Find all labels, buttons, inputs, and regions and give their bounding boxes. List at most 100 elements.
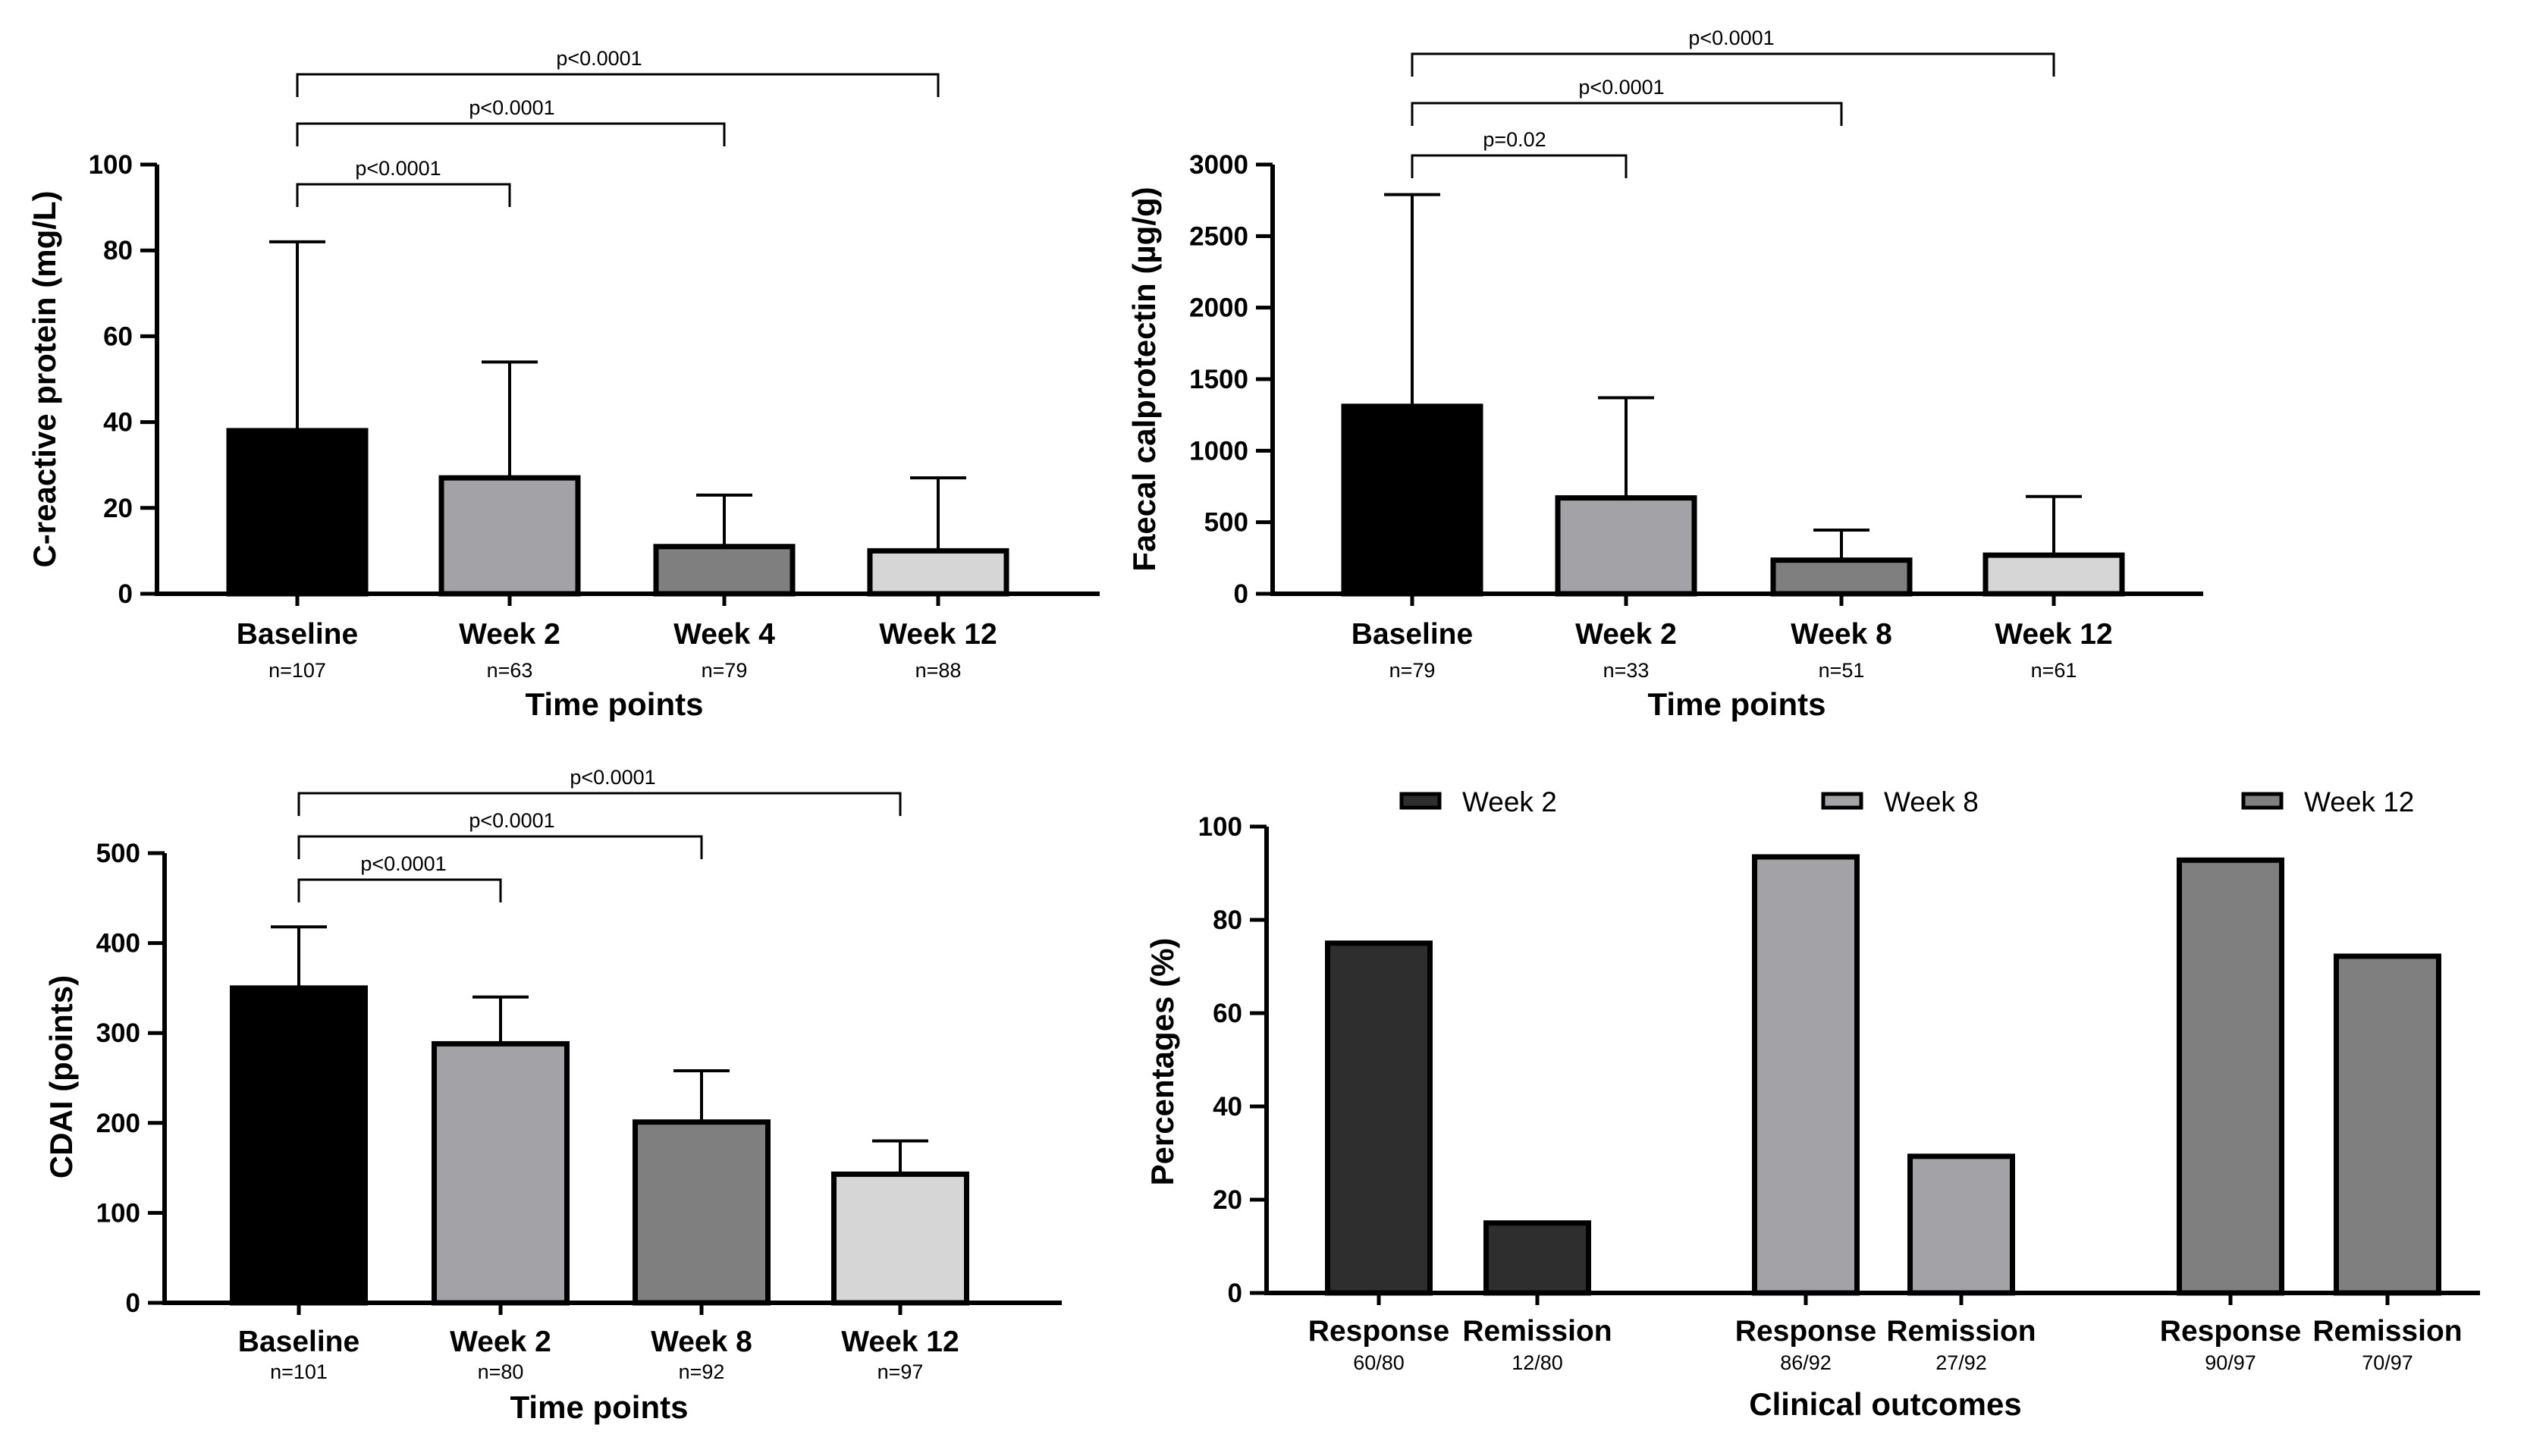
- chart2-ytick-label: 2000: [1189, 293, 1248, 323]
- chart4-category-label: Remission: [2312, 1315, 2462, 1348]
- chart2-bar: [1982, 552, 2125, 597]
- chart4-legend-label: Week 12: [2304, 786, 2414, 817]
- chart2-n-label: n=79: [1389, 659, 1436, 682]
- chart3-bar: [432, 1040, 570, 1306]
- chart4-bar: [2334, 953, 2441, 1296]
- chart4-legend-label: Week 2: [1462, 786, 1557, 817]
- chart1-significance-label: p<0.0001: [556, 47, 642, 70]
- chart4-category-label: Remission: [1886, 1315, 2036, 1348]
- chart4-ytick-label: 20: [1213, 1185, 1242, 1215]
- chart3-n-label: n=80: [478, 1360, 524, 1383]
- chart3-ytick-label: 200: [96, 1109, 140, 1138]
- chart1-ytick-label: 40: [103, 408, 133, 438]
- chart1-significance-label: p<0.0001: [469, 96, 554, 119]
- chart2-category-label: Baseline: [1351, 618, 1473, 651]
- chart2-ytick-label: 0: [1234, 579, 1248, 609]
- chart2-significance-label: p<0.0001: [1578, 76, 1664, 99]
- chart4-fraction-label: 12/80: [1512, 1351, 1563, 1374]
- chart4-category-label: Response: [2160, 1315, 2301, 1348]
- chart4-fraction-label: 86/92: [1780, 1351, 1832, 1374]
- chart1-y-axis-title: C-reactive protein (mg/L): [27, 190, 62, 567]
- chart2-ytick-label: 500: [1204, 508, 1248, 538]
- chart1-significance-bracket: [296, 183, 511, 207]
- chart1-ytick-label: 0: [118, 579, 133, 609]
- chart4-fraction-label: 27/92: [1935, 1351, 1987, 1374]
- chart2-bar: [1555, 495, 1697, 597]
- chart1-bar: [653, 544, 796, 597]
- chart2-significance-bracket: [1411, 102, 1843, 126]
- chart1-n-label: n=79: [702, 659, 748, 682]
- chart2-category-label: Week 12: [1995, 618, 2112, 651]
- chart4-bar: [1907, 1153, 2015, 1296]
- chart1-bar: [867, 548, 1009, 597]
- chart4-bar: [2177, 857, 2284, 1296]
- chart1-ytick-label: 80: [103, 236, 133, 265]
- chart4-y-axis-title: Percentages (%): [1144, 938, 1180, 1186]
- chart1-ytick-label: 100: [89, 150, 133, 180]
- chart4-category-label: Remission: [1462, 1315, 1612, 1348]
- chart3-x-axis-title: Time points: [510, 1389, 689, 1425]
- chart3-category-label: Week 12: [841, 1326, 959, 1358]
- chart1-ytick-label: 20: [103, 494, 133, 523]
- chart2-significance-bracket: [1411, 52, 2055, 77]
- chart4-legend-label: Week 8: [1884, 786, 1979, 817]
- chart1-bar: [226, 428, 369, 597]
- chart1-category-label: Week 4: [673, 618, 775, 651]
- chart3-category-label: Week 2: [450, 1326, 551, 1358]
- chart3-significance-bracket: [297, 878, 502, 902]
- chart2-n-label: n=33: [1603, 659, 1650, 682]
- chart4-legend-swatch: [1821, 792, 1863, 810]
- chart3-bar: [831, 1171, 969, 1306]
- chart3-bar: [230, 985, 368, 1306]
- chart3-ytick-label: 300: [96, 1018, 140, 1048]
- chart4-fraction-label: 70/97: [2362, 1351, 2413, 1374]
- chart2-category-label: Week 8: [1791, 618, 1892, 651]
- chart1-category-label: Week 2: [459, 618, 560, 651]
- chart4-ytick-label: 80: [1213, 905, 1242, 935]
- chart3-ytick-label: 100: [96, 1198, 140, 1228]
- chart2-x-axis-title: Time points: [1648, 686, 1826, 722]
- chart1-significance-bracket: [296, 122, 726, 146]
- chart4-ytick-label: 0: [1228, 1279, 1242, 1308]
- chart3-category-label: Week 8: [651, 1326, 752, 1358]
- chart2-ytick-label: 1500: [1189, 365, 1248, 394]
- chart2-n-label: n=61: [2031, 659, 2077, 682]
- chart4-fraction-label: 90/97: [2205, 1351, 2256, 1374]
- chart2-category-label: Week 2: [1575, 618, 1677, 651]
- chart3-n-label: n=101: [270, 1360, 328, 1383]
- chart4-category-label: Response: [1308, 1315, 1449, 1348]
- chart3-significance-bracket: [297, 792, 902, 816]
- chart4-x-axis-title: Clinical outcomes: [1749, 1386, 2021, 1422]
- chart4-legend-swatch: [2241, 792, 2284, 810]
- chart2-bar: [1341, 403, 1483, 597]
- chart3-bar: [633, 1119, 771, 1306]
- chart1-significance-bracket: [296, 73, 940, 97]
- chart3-significance-label: p<0.0001: [570, 766, 655, 789]
- chart2-bar: [1770, 557, 1913, 597]
- chart2-ytick-label: 1000: [1189, 436, 1248, 466]
- chart1-category-label: Week 12: [879, 618, 997, 651]
- chart2-ytick-label: 3000: [1189, 150, 1248, 180]
- chart4-bar: [1325, 940, 1433, 1296]
- chart1-n-label: n=107: [268, 659, 326, 682]
- chart4-fraction-label: 60/80: [1353, 1351, 1405, 1374]
- chart2-significance-bracket: [1411, 154, 1628, 178]
- chart1-ytick-label: 60: [103, 322, 133, 351]
- chart3-n-label: n=92: [679, 1360, 725, 1383]
- chart3-significance-label: p<0.0001: [360, 852, 446, 875]
- chart2-significance-label: p<0.0001: [1688, 27, 1774, 49]
- chart1-category-label: Baseline: [237, 618, 358, 651]
- chart3-n-label: n=97: [877, 1360, 924, 1383]
- chart4-ytick-label: 60: [1213, 999, 1242, 1028]
- chart2-significance-label: p=0.02: [1483, 128, 1546, 151]
- chart4-ytick-label: 40: [1213, 1092, 1242, 1122]
- chart3-y-axis-title: CDAI (points): [43, 975, 79, 1178]
- chart4-bar: [1752, 854, 1860, 1296]
- chart1-x-axis-title: Time points: [526, 686, 704, 722]
- chart3-category-label: Baseline: [238, 1326, 359, 1358]
- chart1-n-label: n=63: [487, 659, 533, 682]
- chart3-ytick-label: 400: [96, 929, 140, 959]
- chart2-ytick-label: 2500: [1189, 221, 1248, 251]
